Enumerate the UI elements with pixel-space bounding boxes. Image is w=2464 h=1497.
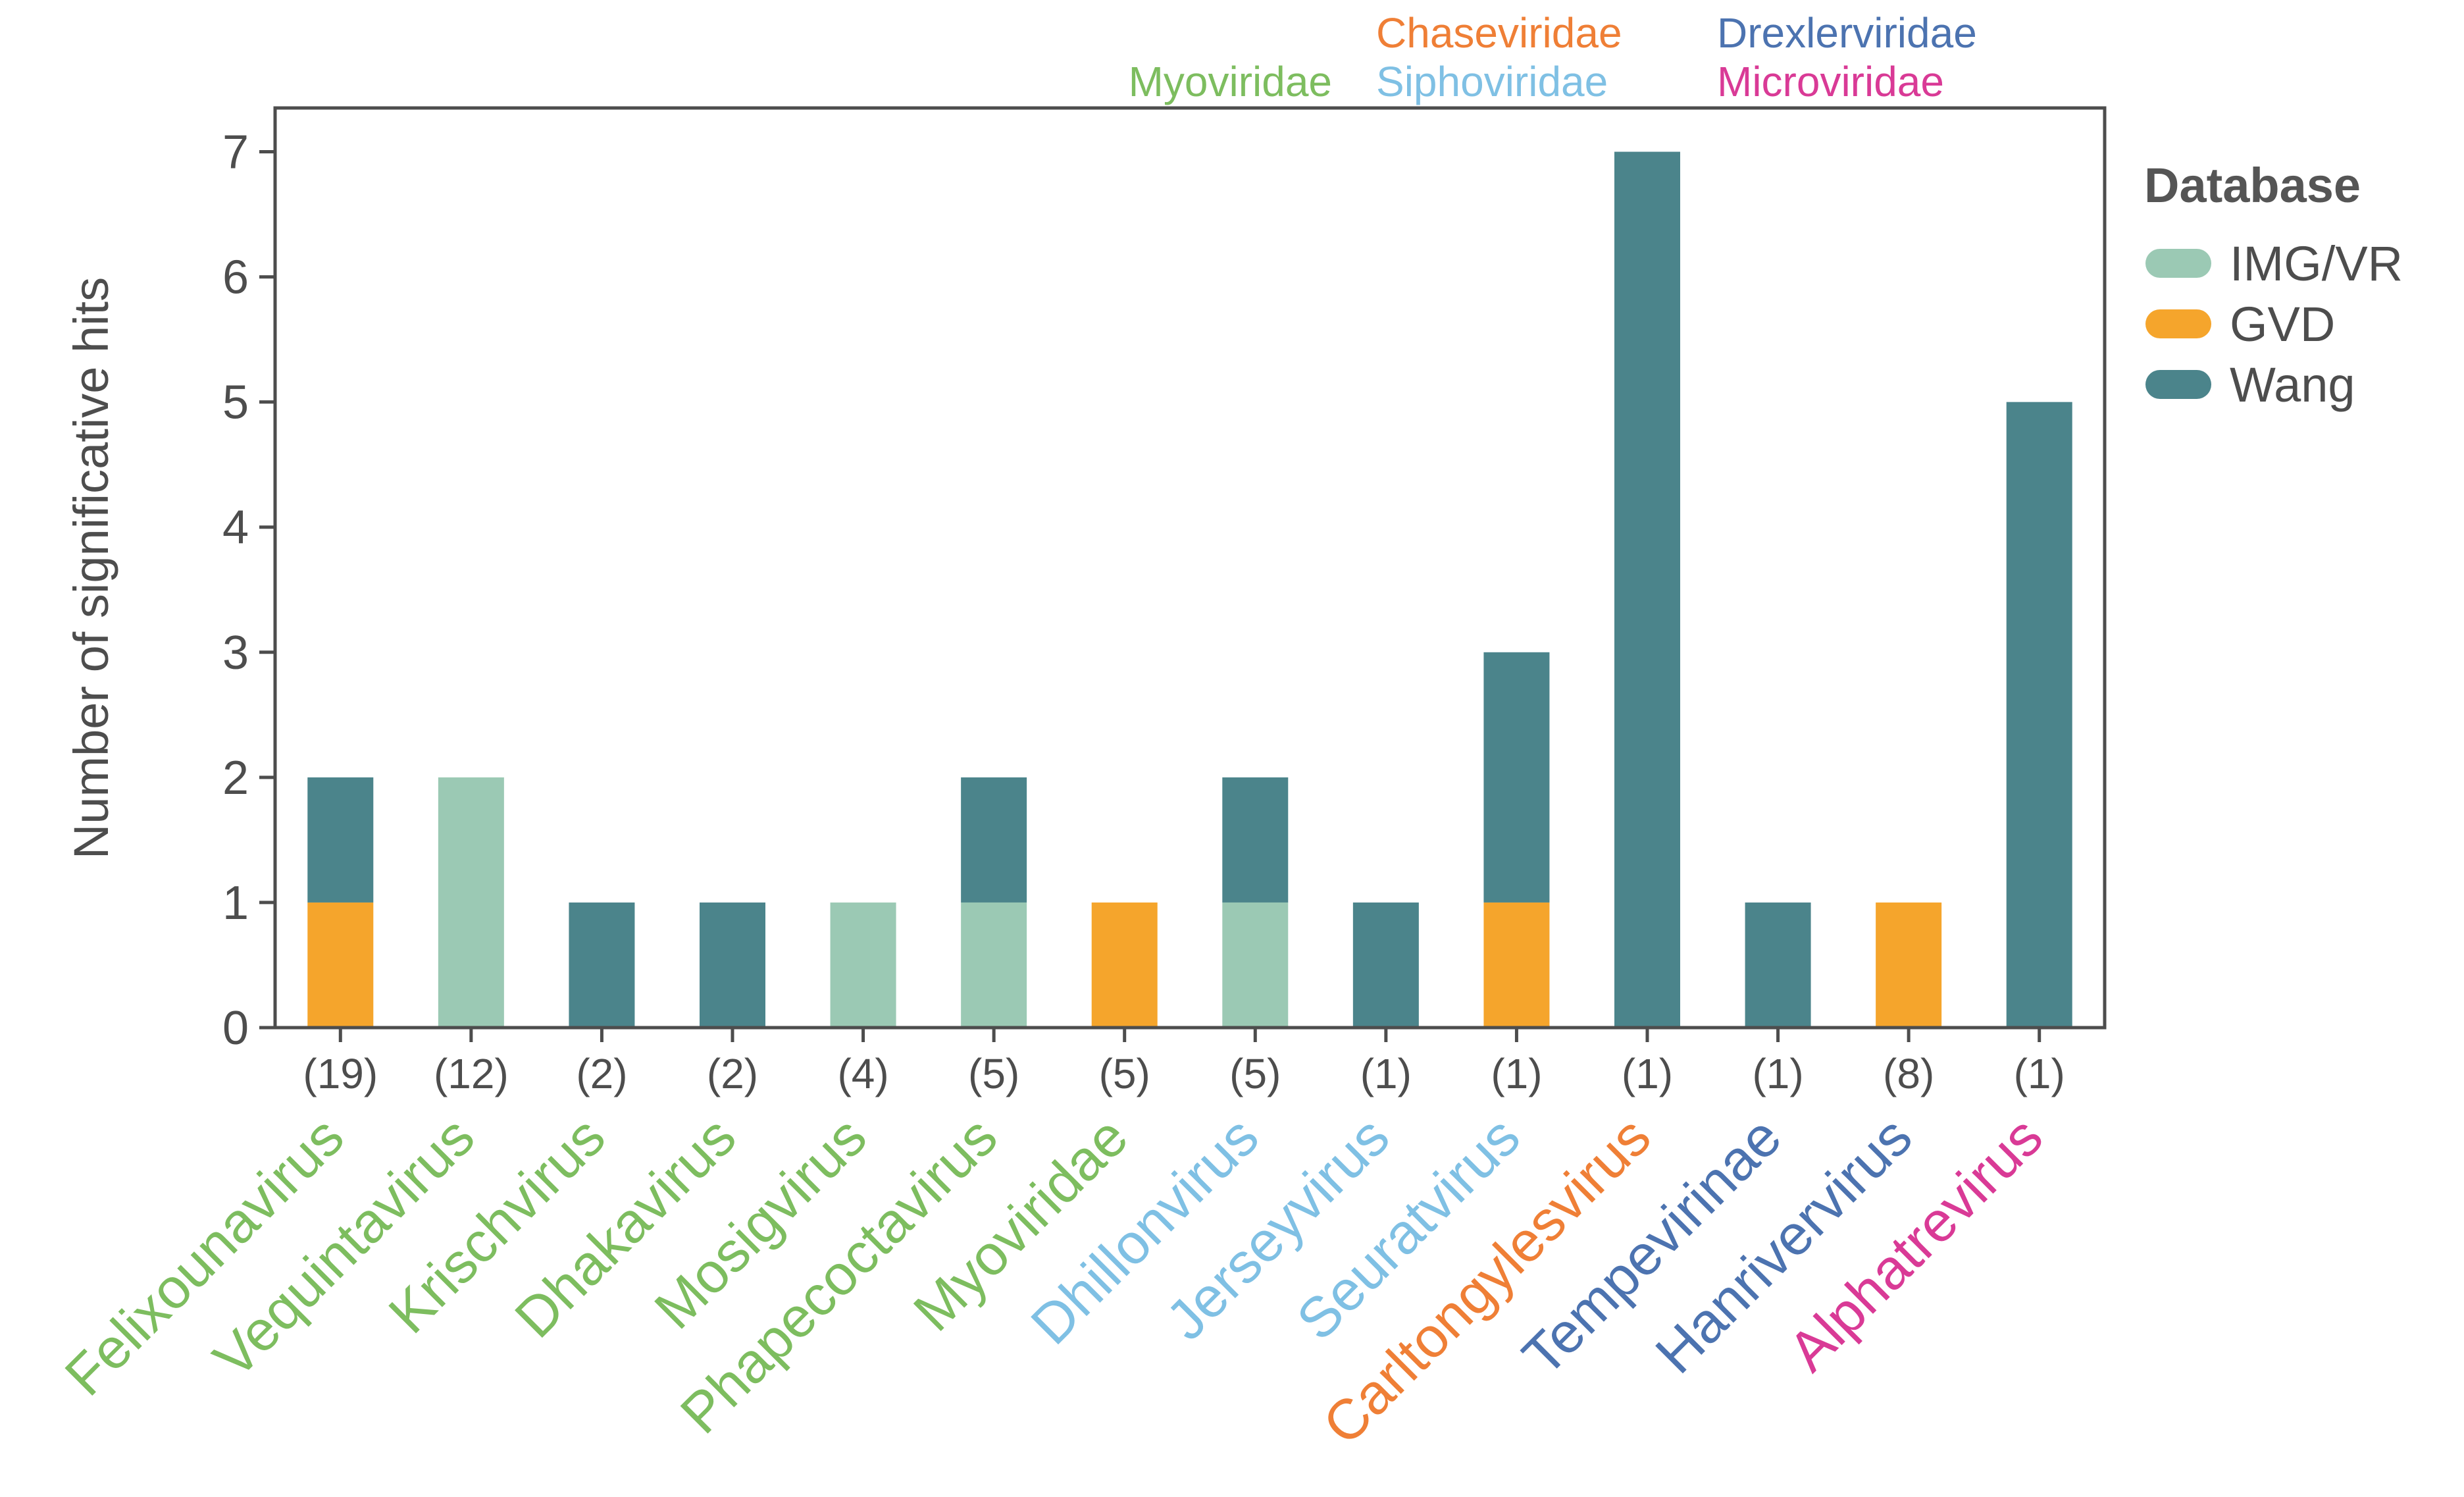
plot-frame — [273, 106, 2107, 1030]
count-label: (8) — [1883, 1050, 1934, 1097]
legend-swatch-img-vr — [2145, 249, 2211, 278]
y-tick-label: 5 — [222, 377, 249, 429]
bar-seuratvirus-gvd — [1483, 902, 1550, 1028]
count-label: (5) — [968, 1050, 1019, 1097]
count-label: (19) — [303, 1050, 378, 1097]
count-label: (1) — [1360, 1050, 1412, 1097]
bar-dhakavirus-wang — [700, 902, 765, 1028]
count-label: (5) — [1229, 1050, 1281, 1097]
bar-seuratvirus-wang — [1483, 652, 1550, 903]
legend-label-img-vr: IMG/VR — [2230, 236, 2403, 291]
y-tick-label: 4 — [222, 502, 249, 554]
count-label: (5) — [1099, 1050, 1150, 1097]
bar-dhillonvirus-img-vr — [1222, 902, 1289, 1028]
count-label: (1) — [1622, 1050, 1673, 1097]
bars-layer — [307, 151, 2072, 1028]
count-label: (1) — [1491, 1050, 1542, 1097]
bar-felixounavirus-gvd — [307, 902, 374, 1028]
y-axis: 0 1 2 3 4 5 6 7 — [222, 126, 275, 1055]
y-tick-label: 0 — [222, 1002, 249, 1055]
y-tick-label: 7 — [222, 126, 249, 179]
legend-label-gvd: GVD — [2230, 297, 2335, 352]
family-label-chaseviridae: Chaseviridae — [1376, 9, 1622, 57]
count-label: (2) — [707, 1050, 758, 1097]
y-tick-label: 3 — [222, 627, 249, 679]
y-tick-label: 2 — [222, 752, 249, 804]
bar-tempevirinae-wang — [1745, 902, 1811, 1028]
family-label-drexlerviridae: Drexlerviridae — [1717, 9, 1977, 57]
bar-felixounavirus-wang — [307, 777, 374, 903]
legend-title: Database — [2144, 158, 2361, 213]
family-label-siphoviridae: Siphoviridae — [1376, 58, 1608, 105]
bar-phapecoctavirus-wang — [961, 777, 1027, 903]
count-label: (2) — [576, 1050, 627, 1097]
family-label-myoviridae: Myoviridae — [1129, 58, 1332, 105]
y-tick-label: 6 — [222, 251, 249, 304]
count-label: (12) — [434, 1050, 509, 1097]
bar-krischvirus-wang — [569, 902, 635, 1028]
bar-vequintavirus-img-vr — [438, 777, 504, 1028]
bar-hanrivervirus-gvd — [1876, 902, 1942, 1028]
count-label: (1) — [2014, 1050, 2065, 1097]
x-axis: (19)Felixounavirus(12)Vequintavirus(2)Kr… — [53, 1028, 2065, 1457]
legend-swatch-gvd — [2145, 309, 2211, 338]
bar-dhillonvirus-wang — [1222, 777, 1289, 903]
legend-swatch-wang — [2145, 370, 2211, 399]
bar-carltongylesvirus-wang — [1614, 151, 1680, 1028]
count-label: (1) — [1752, 1050, 1803, 1097]
y-axis-title: Number of significative hits — [64, 277, 118, 859]
bar-jerseyvirus-wang — [1352, 902, 1419, 1028]
bar-phapecoctavirus-img-vr — [961, 902, 1027, 1028]
y-tick-label: 1 — [222, 877, 249, 930]
bar-myoviridae-gvd — [1091, 902, 1158, 1028]
bar-alphatrevirus-wang — [2006, 402, 2072, 1028]
family-label-microviridae: Microviridae — [1717, 58, 1944, 105]
bar-mosigvirus-img-vr — [830, 902, 896, 1028]
count-label: (4) — [837, 1050, 888, 1097]
legend-label-wang: Wang — [2230, 357, 2355, 412]
